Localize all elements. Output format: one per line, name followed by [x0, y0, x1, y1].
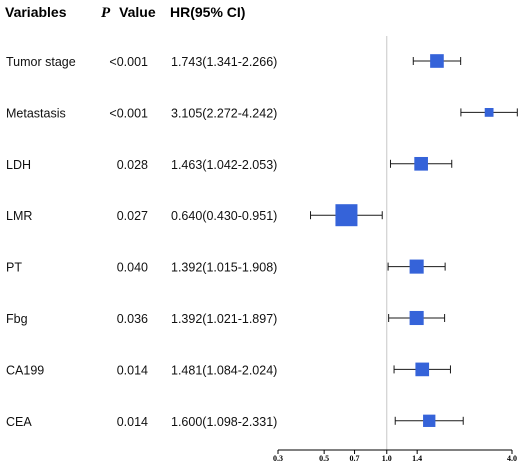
hr-marker	[423, 414, 436, 427]
row-variable: CA199	[6, 363, 44, 377]
row-p-value: 0.027	[117, 209, 148, 223]
hr-marker	[430, 54, 444, 68]
row-hr-ci: 0.640(0.430-0.951)	[171, 209, 277, 223]
row-p-value: <0.001	[109, 55, 148, 69]
x-tick-label: 4.0	[507, 454, 517, 463]
x-tick-label: 0.3	[273, 454, 283, 463]
row-variable: LDH	[6, 158, 31, 172]
row-variable: PT	[6, 261, 22, 275]
row-p-value: <0.001	[109, 106, 148, 120]
row-hr-ci: 1.600(1.098-2.331)	[171, 415, 277, 429]
header-hr: HR(95% CI)	[170, 4, 245, 20]
row-p-value: 0.036	[117, 312, 148, 326]
row-variable: Tumor stage	[6, 55, 76, 69]
row-hr-ci: 3.105(2.272-4.242)	[171, 106, 277, 120]
row-variable: CEA	[6, 415, 32, 429]
hr-marker	[409, 259, 424, 274]
table-rows: Tumor stage <0.001 1.743(1.341-2.266) Metas…	[6, 55, 277, 429]
header-p-value: P Value	[101, 4, 156, 21]
hr-marker	[415, 362, 430, 377]
header-variables: Variables	[5, 4, 67, 20]
hr-marker	[484, 108, 494, 117]
row-hr-ci: 1.463(1.042-2.053)	[171, 158, 277, 172]
row-p-value: 0.040	[117, 261, 148, 275]
row-hr-ci: 1.392(1.021-1.897)	[171, 312, 277, 326]
row-hr-ci: 1.743(1.341-2.266)	[171, 55, 277, 69]
row-hr-ci: 1.481(1.084-2.024)	[171, 363, 277, 377]
row-p-value: 0.028	[117, 158, 148, 172]
forest-marks	[310, 54, 518, 427]
x-tick-label: 1.0	[382, 454, 392, 463]
hr-marker	[409, 310, 424, 326]
x-tick-label: 0.7	[350, 454, 360, 463]
x-tick-label: 0.5	[319, 454, 329, 463]
row-variable: Metastasis	[6, 106, 66, 120]
row-p-value: 0.014	[117, 415, 148, 429]
x-tick-label: 1.4	[412, 454, 422, 463]
header-value-word: Value	[119, 4, 156, 20]
row-p-value: 0.014	[117, 363, 148, 377]
x-axis-ticks: 0.3 0.5 0.7 1.0 1.4 4.0	[273, 450, 517, 463]
row-variable: LMR	[6, 209, 32, 223]
row-variable: Fbg	[6, 312, 28, 326]
hr-marker	[335, 204, 358, 227]
row-hr-ci: 1.392(1.015-1.908)	[171, 261, 277, 275]
header-p-letter: P	[101, 5, 111, 21]
hr-marker	[414, 156, 428, 171]
